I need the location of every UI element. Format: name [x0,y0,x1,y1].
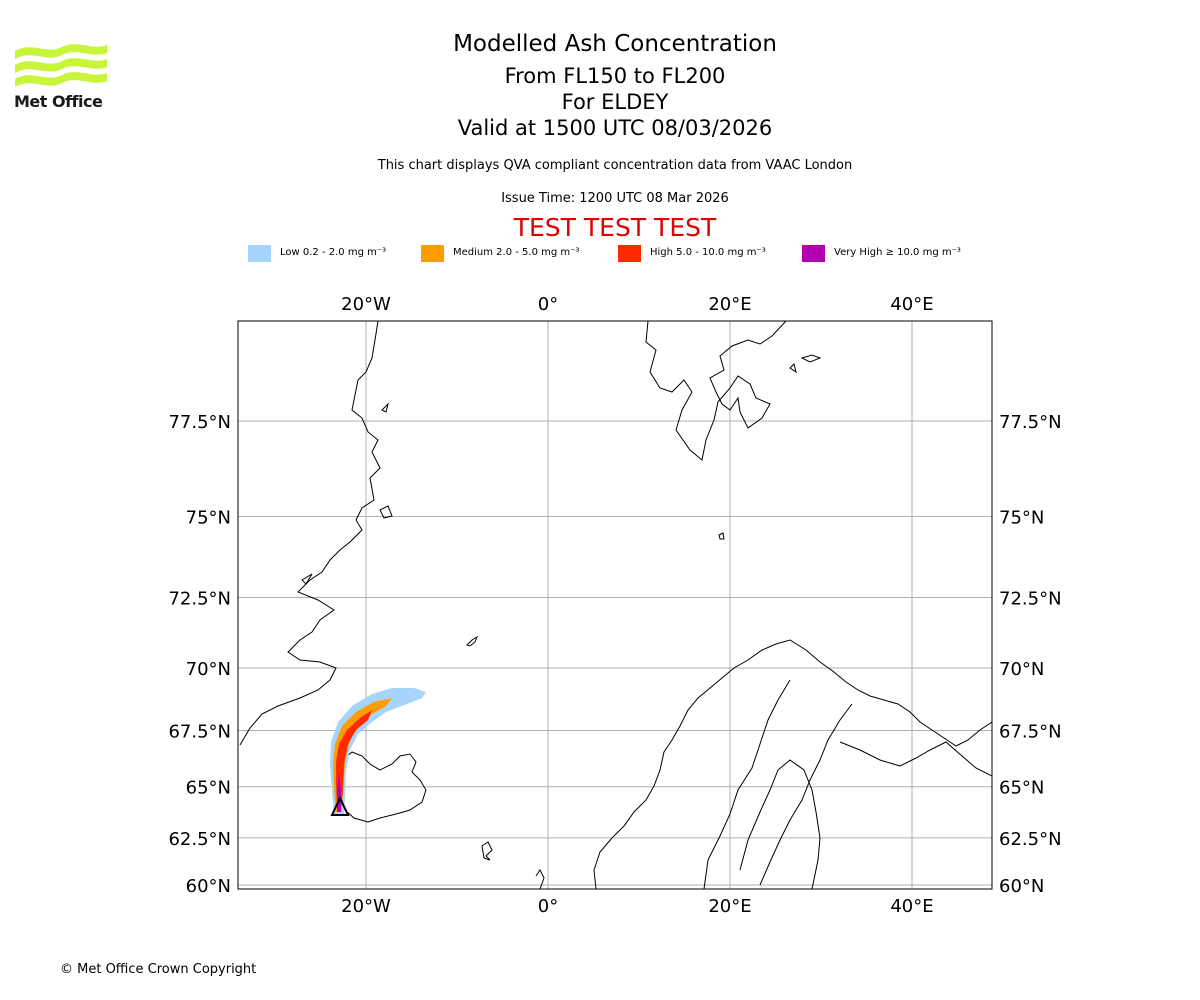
legend-label-low: Low 0.2 - 2.0 mg m⁻³ [280,247,387,258]
sweden-finland-border [759,703,853,886]
greenland-coastline-islands [301,402,393,585]
latitude-label-left: 75°N [186,507,231,528]
latitude-label-left: 62.5°N [168,829,231,850]
met-office-logo-text: Met Office [14,92,103,111]
legend-label-high: High 5.0 - 10.0 mg m⁻³ [650,247,766,258]
latitude-label-left: 60°N [186,876,231,897]
scandinavia-coastline [593,639,992,889]
latitude-label-left: 67.5°N [168,721,231,742]
latitude-label-right: 62.5°N [999,829,1062,850]
longitude-label-bottom: 0° [538,896,558,917]
latitude-label-left: 65°N [186,778,231,799]
region-name: For ELDEY [561,90,669,114]
latitude-label-right: 67.5°N [999,721,1062,742]
legend-swatch-high [618,245,641,262]
ash-plume-medium [333,698,392,812]
latitude-label-right: 70°N [999,659,1044,680]
longitude-label-top: 40°E [890,294,933,315]
longitude-label-top: 20°E [708,294,751,315]
bear-island-coastline [718,532,725,540]
map-background [238,321,992,889]
ash-plume-high [336,710,372,808]
legend-swatch-very-high [802,245,825,262]
shetland-coastline [535,869,545,889]
chart-description: This chart displays QVA compliant concen… [377,158,853,173]
valid-time: Valid at 1500 UTC 08/03/2026 [457,116,773,140]
volcano-marker-icon [330,795,350,816]
longitude-label-top: 20°W [341,294,391,315]
legend-label-medium: Medium 2.0 - 5.0 mg m⁻³ [453,247,580,258]
chart-title: Modelled Ash Concentration [453,31,777,57]
longitude-label-bottom: 40°E [890,896,933,917]
map-border [237,320,993,890]
coastlines [239,321,992,889]
latitude-label-right: 77.5°N [999,412,1062,433]
greenland-coastline [239,321,381,746]
map-tick-labels: 20°W 20°W 0° 0° 20°E 20°E 40°E 40°E 77.5°N 77.5°N… [168,294,1061,917]
legend-label-very-high: Very High ≥ 10.0 mg m⁻³ [834,247,961,258]
legend-swatch-low [248,245,271,262]
svalbard-coastline [645,321,787,461]
longitude-label-bottom: 20°W [341,896,391,917]
latitude-label-right: 75°N [999,507,1044,528]
test-banner: TEST TEST TEST [513,213,717,242]
gulf-of-bothnia-coastline [739,759,821,889]
latitude-label-left: 77.5°N [168,412,231,433]
met-office-logo-icon [15,44,107,87]
latitude-label-right: 60°N [999,876,1044,897]
faroe-islands-coastline [481,841,493,861]
flight-levels: From FL150 to FL200 [504,64,726,88]
issue-time: Issue Time: 1200 UTC 08 Mar 2026 [501,191,729,206]
copyright-notice: © Met Office Crown Copyright [60,962,257,977]
latitude-label-left: 72.5°N [168,588,231,609]
map-gridlines [238,321,992,889]
svalbard-east-island [789,354,822,374]
legend-swatch-medium [421,245,444,262]
latitude-label-right: 72.5°N [999,588,1062,609]
longitude-label-bottom: 20°E [708,896,751,917]
norway-sweden-border [703,679,791,889]
longitude-label-top: 0° [538,294,558,315]
kola-peninsula-coastline [839,741,992,777]
latitude-label-right: 65°N [999,778,1044,799]
jan-mayen-coastline [466,635,479,647]
legend: Low 0.2 - 2.0 mg m⁻³ Medium 2.0 - 5.0 mg… [248,244,1008,264]
latitude-label-left: 70°N [186,659,231,680]
